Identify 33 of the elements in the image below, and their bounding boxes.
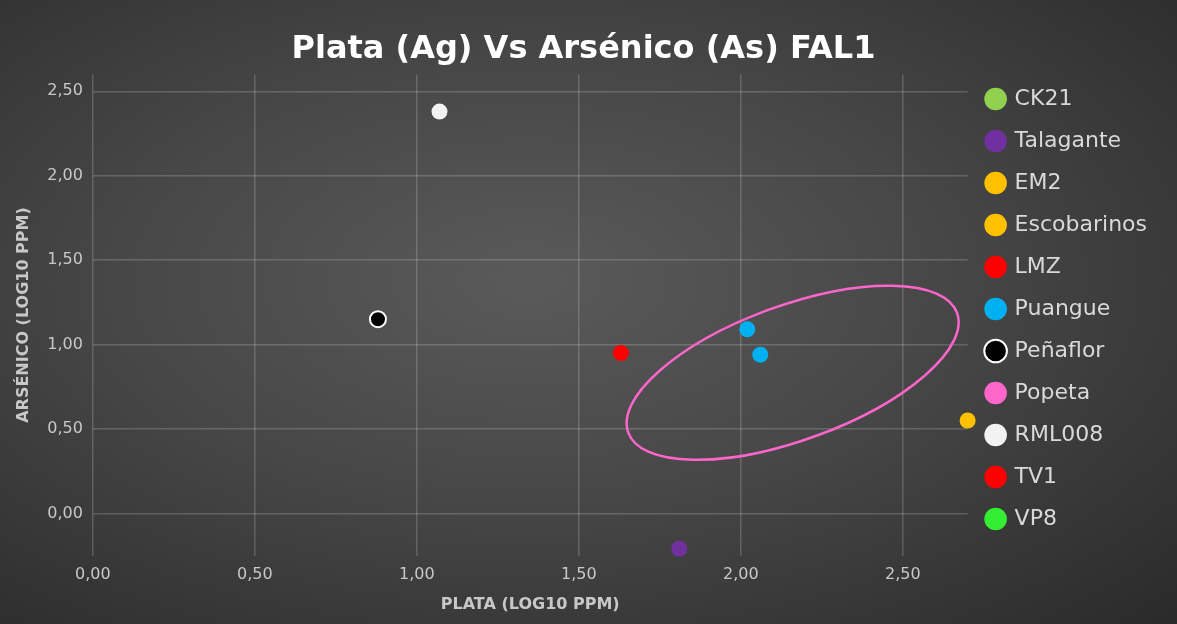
x-tick-label: 0,00 [75, 564, 111, 584]
y-tick-label: 1,50 [47, 249, 83, 269]
legend-label: TV1 [1013, 462, 1058, 488]
chart-title: Plata (Ag) Vs Arsénico (As) FAL1 [291, 27, 876, 66]
x-tick-label: 2,50 [885, 564, 921, 584]
legend-label: VP8 [1014, 504, 1057, 530]
y-tick-label: 0,00 [47, 502, 83, 522]
x-tick-label: 2,00 [723, 564, 759, 584]
point [431, 103, 448, 120]
x-axis-title: PLATA (LOG10 PPM) [440, 593, 620, 613]
legend-label: Escobarinos [1014, 210, 1147, 236]
y-tick-label: 2,50 [47, 80, 83, 100]
point [739, 321, 756, 338]
y-tick-label: 2,00 [47, 164, 83, 184]
x-tick-label: 1,50 [561, 564, 597, 584]
legend-label: CK21 [1014, 84, 1073, 110]
legend-label: Popeta [1014, 378, 1091, 404]
y-axis-title: ARSÉNICO (LOG10 PPM) [12, 207, 32, 423]
y-tick-label: 0,50 [47, 418, 83, 438]
point [368, 310, 387, 329]
legend-label: LMZ [1014, 252, 1061, 278]
legend-label: Puangue [1014, 294, 1111, 320]
x-tick-label: 0,50 [237, 564, 273, 584]
point [959, 412, 976, 429]
legend-label: RML008 [1014, 420, 1104, 446]
point [671, 540, 688, 557]
point [752, 346, 769, 363]
legend-label: Talagante [1013, 126, 1122, 152]
legend-label: Peñaflor [1014, 336, 1106, 362]
legend-label: EM2 [1014, 168, 1062, 194]
point [612, 344, 629, 361]
y-tick-label: 1,00 [47, 333, 83, 353]
x-tick-label: 1,00 [399, 564, 435, 584]
